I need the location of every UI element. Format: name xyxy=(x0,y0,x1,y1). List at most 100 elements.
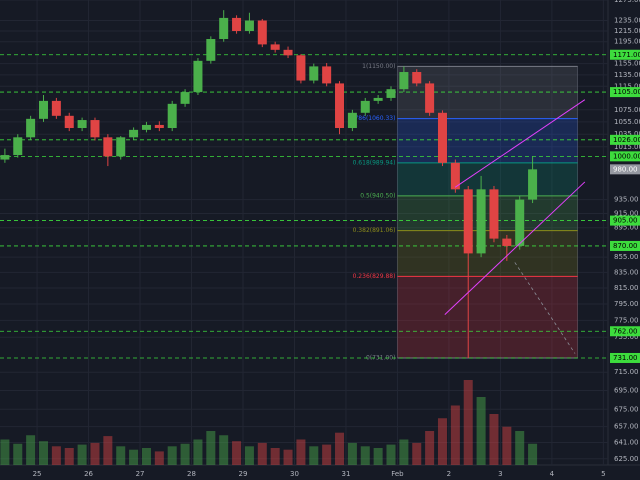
candle-body xyxy=(502,238,512,246)
volume-bar xyxy=(270,448,280,465)
channel-line xyxy=(444,181,586,315)
volume-bar xyxy=(64,448,74,465)
volume-bar xyxy=(322,444,332,465)
y-tick-label: 641.00 xyxy=(614,439,639,447)
y-tick-label: 1115.00 xyxy=(614,82,640,90)
volume-bar xyxy=(167,446,177,465)
candle-body xyxy=(463,189,473,254)
volume-bar xyxy=(129,449,139,465)
volume-bar xyxy=(77,444,87,465)
price-label: 1105.00 xyxy=(613,88,640,96)
y-tick-label: 657.00 xyxy=(614,423,639,431)
last-price-box xyxy=(610,164,640,175)
candle-body xyxy=(180,92,190,104)
y-tick-label: 1015.00 xyxy=(614,143,640,151)
fib-band xyxy=(397,230,578,277)
x-tick-label: 3 xyxy=(498,470,502,478)
candle-body xyxy=(26,118,36,138)
volume-bar xyxy=(257,442,267,465)
volume-bar xyxy=(489,414,499,465)
volume-bar xyxy=(425,431,435,465)
candle-body xyxy=(360,100,370,113)
price-label: 1171.00 xyxy=(613,51,640,59)
candle-body xyxy=(489,189,499,239)
y-tick-label: 915.00 xyxy=(614,210,639,218)
y-tick-label: 1275.00 xyxy=(614,0,640,4)
y-tick-label: 1035.00 xyxy=(614,130,640,138)
volume-bar xyxy=(335,432,345,465)
volume-bar xyxy=(180,443,190,465)
price-label: 1026.00 xyxy=(613,136,640,144)
price-label: 731.00 xyxy=(613,354,638,362)
price-label: 905.00 xyxy=(613,217,638,225)
volume-bar xyxy=(13,443,23,465)
x-tick-label: 27 xyxy=(136,470,145,478)
fib-label: 0.5(940.50) xyxy=(360,192,395,199)
volume-bar xyxy=(51,446,61,465)
volume-bar xyxy=(116,446,126,465)
volume-bar xyxy=(219,435,229,465)
volume-bar xyxy=(103,436,113,465)
price-label-box xyxy=(610,352,640,363)
y-tick-label: 755.00 xyxy=(614,333,639,341)
candle-body xyxy=(116,137,126,157)
y-tick-label: 625.00 xyxy=(614,455,639,463)
candle-body xyxy=(283,49,293,56)
y-tick-label: 675.00 xyxy=(614,405,639,413)
candle-body xyxy=(232,17,242,32)
volume-bar xyxy=(309,446,319,465)
candle-body xyxy=(51,100,61,116)
y-tick-label: 855.00 xyxy=(614,253,639,261)
price-label-box xyxy=(610,49,640,60)
candle-body xyxy=(437,112,447,163)
volume-bar xyxy=(193,439,203,465)
price-label: 870.00 xyxy=(613,242,638,250)
volume-bar xyxy=(437,418,447,465)
candle-body xyxy=(244,20,254,32)
candle-body xyxy=(335,83,345,129)
volume-bar xyxy=(347,442,357,465)
fib-band xyxy=(397,276,578,358)
candle-body xyxy=(399,72,409,90)
candle-body xyxy=(141,124,151,130)
y-tick-label: 795.00 xyxy=(614,300,639,308)
y-tick-label: 715.00 xyxy=(614,368,639,376)
price-label-box xyxy=(610,326,640,337)
volume-bar xyxy=(476,397,486,465)
y-tick-label: 1215.00 xyxy=(614,27,640,35)
y-tick-label: 775.00 xyxy=(614,316,639,324)
candle-body xyxy=(193,60,203,93)
volume-bar xyxy=(296,439,306,465)
last-price-label: 980.00 xyxy=(613,165,638,173)
fib-label: 0.382(891.06) xyxy=(353,227,396,234)
candle-body xyxy=(450,162,460,190)
candle-body xyxy=(64,115,74,129)
candle-body xyxy=(129,129,139,138)
x-tick-label: 4 xyxy=(550,470,555,478)
price-label-box xyxy=(610,240,640,251)
price-label-box xyxy=(610,151,640,162)
price-label-box xyxy=(610,215,640,226)
x-tick-label: 30 xyxy=(290,470,299,478)
y-tick-label: 1155.00 xyxy=(614,60,640,68)
volume-bar xyxy=(141,448,151,465)
fib-band xyxy=(397,162,578,196)
fib-band xyxy=(397,66,578,119)
fib-label: 1(1150.00) xyxy=(362,63,395,70)
price-label-box xyxy=(610,134,640,145)
candle-body xyxy=(13,137,23,156)
y-tick-label: 895.00 xyxy=(614,224,639,232)
candle-body xyxy=(167,103,177,129)
candle-body xyxy=(77,120,87,129)
y-tick-label: 935.00 xyxy=(614,196,639,204)
y-tick-label: 815.00 xyxy=(614,284,639,292)
y-tick-label: 1195.00 xyxy=(614,38,640,46)
candle-body xyxy=(309,66,319,81)
x-tick-label: 5 xyxy=(601,470,605,478)
x-tick-label: 31 xyxy=(341,470,350,478)
x-tick-label: 25 xyxy=(33,470,42,478)
volume-bar xyxy=(528,443,538,465)
volume-bar xyxy=(38,441,49,465)
